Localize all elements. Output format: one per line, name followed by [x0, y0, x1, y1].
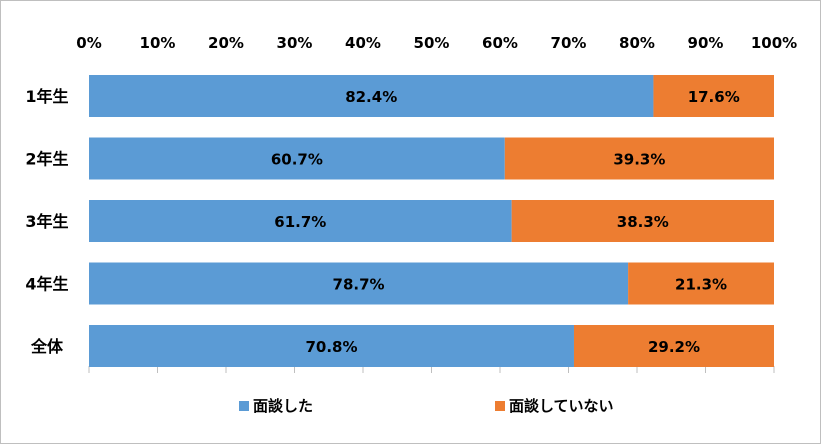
category-label: 全体 — [30, 337, 64, 356]
category-label: 2年生 — [25, 150, 68, 169]
x-tick-label: 10% — [140, 34, 176, 52]
x-tick-label: 100% — [751, 34, 797, 52]
bar-segment-interviewed — [89, 325, 574, 367]
category-label: 3年生 — [25, 212, 68, 231]
x-tick-label: 80% — [619, 34, 655, 52]
category-label: 4年生 — [25, 275, 68, 294]
legend-label: 面談した — [253, 397, 313, 415]
data-label: 60.7% — [271, 151, 323, 169]
data-label: 61.7% — [274, 213, 326, 231]
data-label: 17.6% — [688, 88, 740, 106]
legend-label: 面談していない — [509, 397, 614, 415]
x-tick-label: 0% — [76, 34, 101, 52]
x-tick-label: 70% — [551, 34, 587, 52]
x-tick-label: 60% — [482, 34, 518, 52]
bar-segment-interviewed — [89, 262, 629, 305]
bar-segment-not-interviewed — [504, 137, 774, 180]
bar-segment-not-interviewed — [628, 262, 774, 305]
data-label: 70.8% — [305, 338, 357, 356]
legend-swatch — [495, 401, 505, 411]
data-label: 82.4% — [345, 88, 397, 106]
bar-segment-interviewed — [89, 200, 512, 242]
x-tick-label: 30% — [277, 34, 313, 52]
bar-segment-not-interviewed — [653, 75, 774, 117]
data-label: 29.2% — [648, 338, 700, 356]
legend-swatch — [239, 401, 249, 411]
bar-segment-interviewed — [89, 137, 505, 180]
x-tick-label: 50% — [414, 34, 450, 52]
data-label: 39.3% — [613, 151, 665, 169]
bar-segment-not-interviewed — [573, 325, 774, 367]
data-label: 21.3% — [675, 276, 727, 294]
data-label: 38.3% — [617, 213, 669, 231]
x-tick-label: 20% — [208, 34, 244, 52]
x-tick-label: 90% — [688, 34, 724, 52]
data-label: 78.7% — [333, 276, 385, 294]
bar-segment-not-interviewed — [511, 200, 774, 242]
bar-segment-interviewed — [89, 75, 654, 117]
category-label: 1年生 — [25, 87, 68, 106]
x-tick-label: 40% — [345, 34, 381, 52]
